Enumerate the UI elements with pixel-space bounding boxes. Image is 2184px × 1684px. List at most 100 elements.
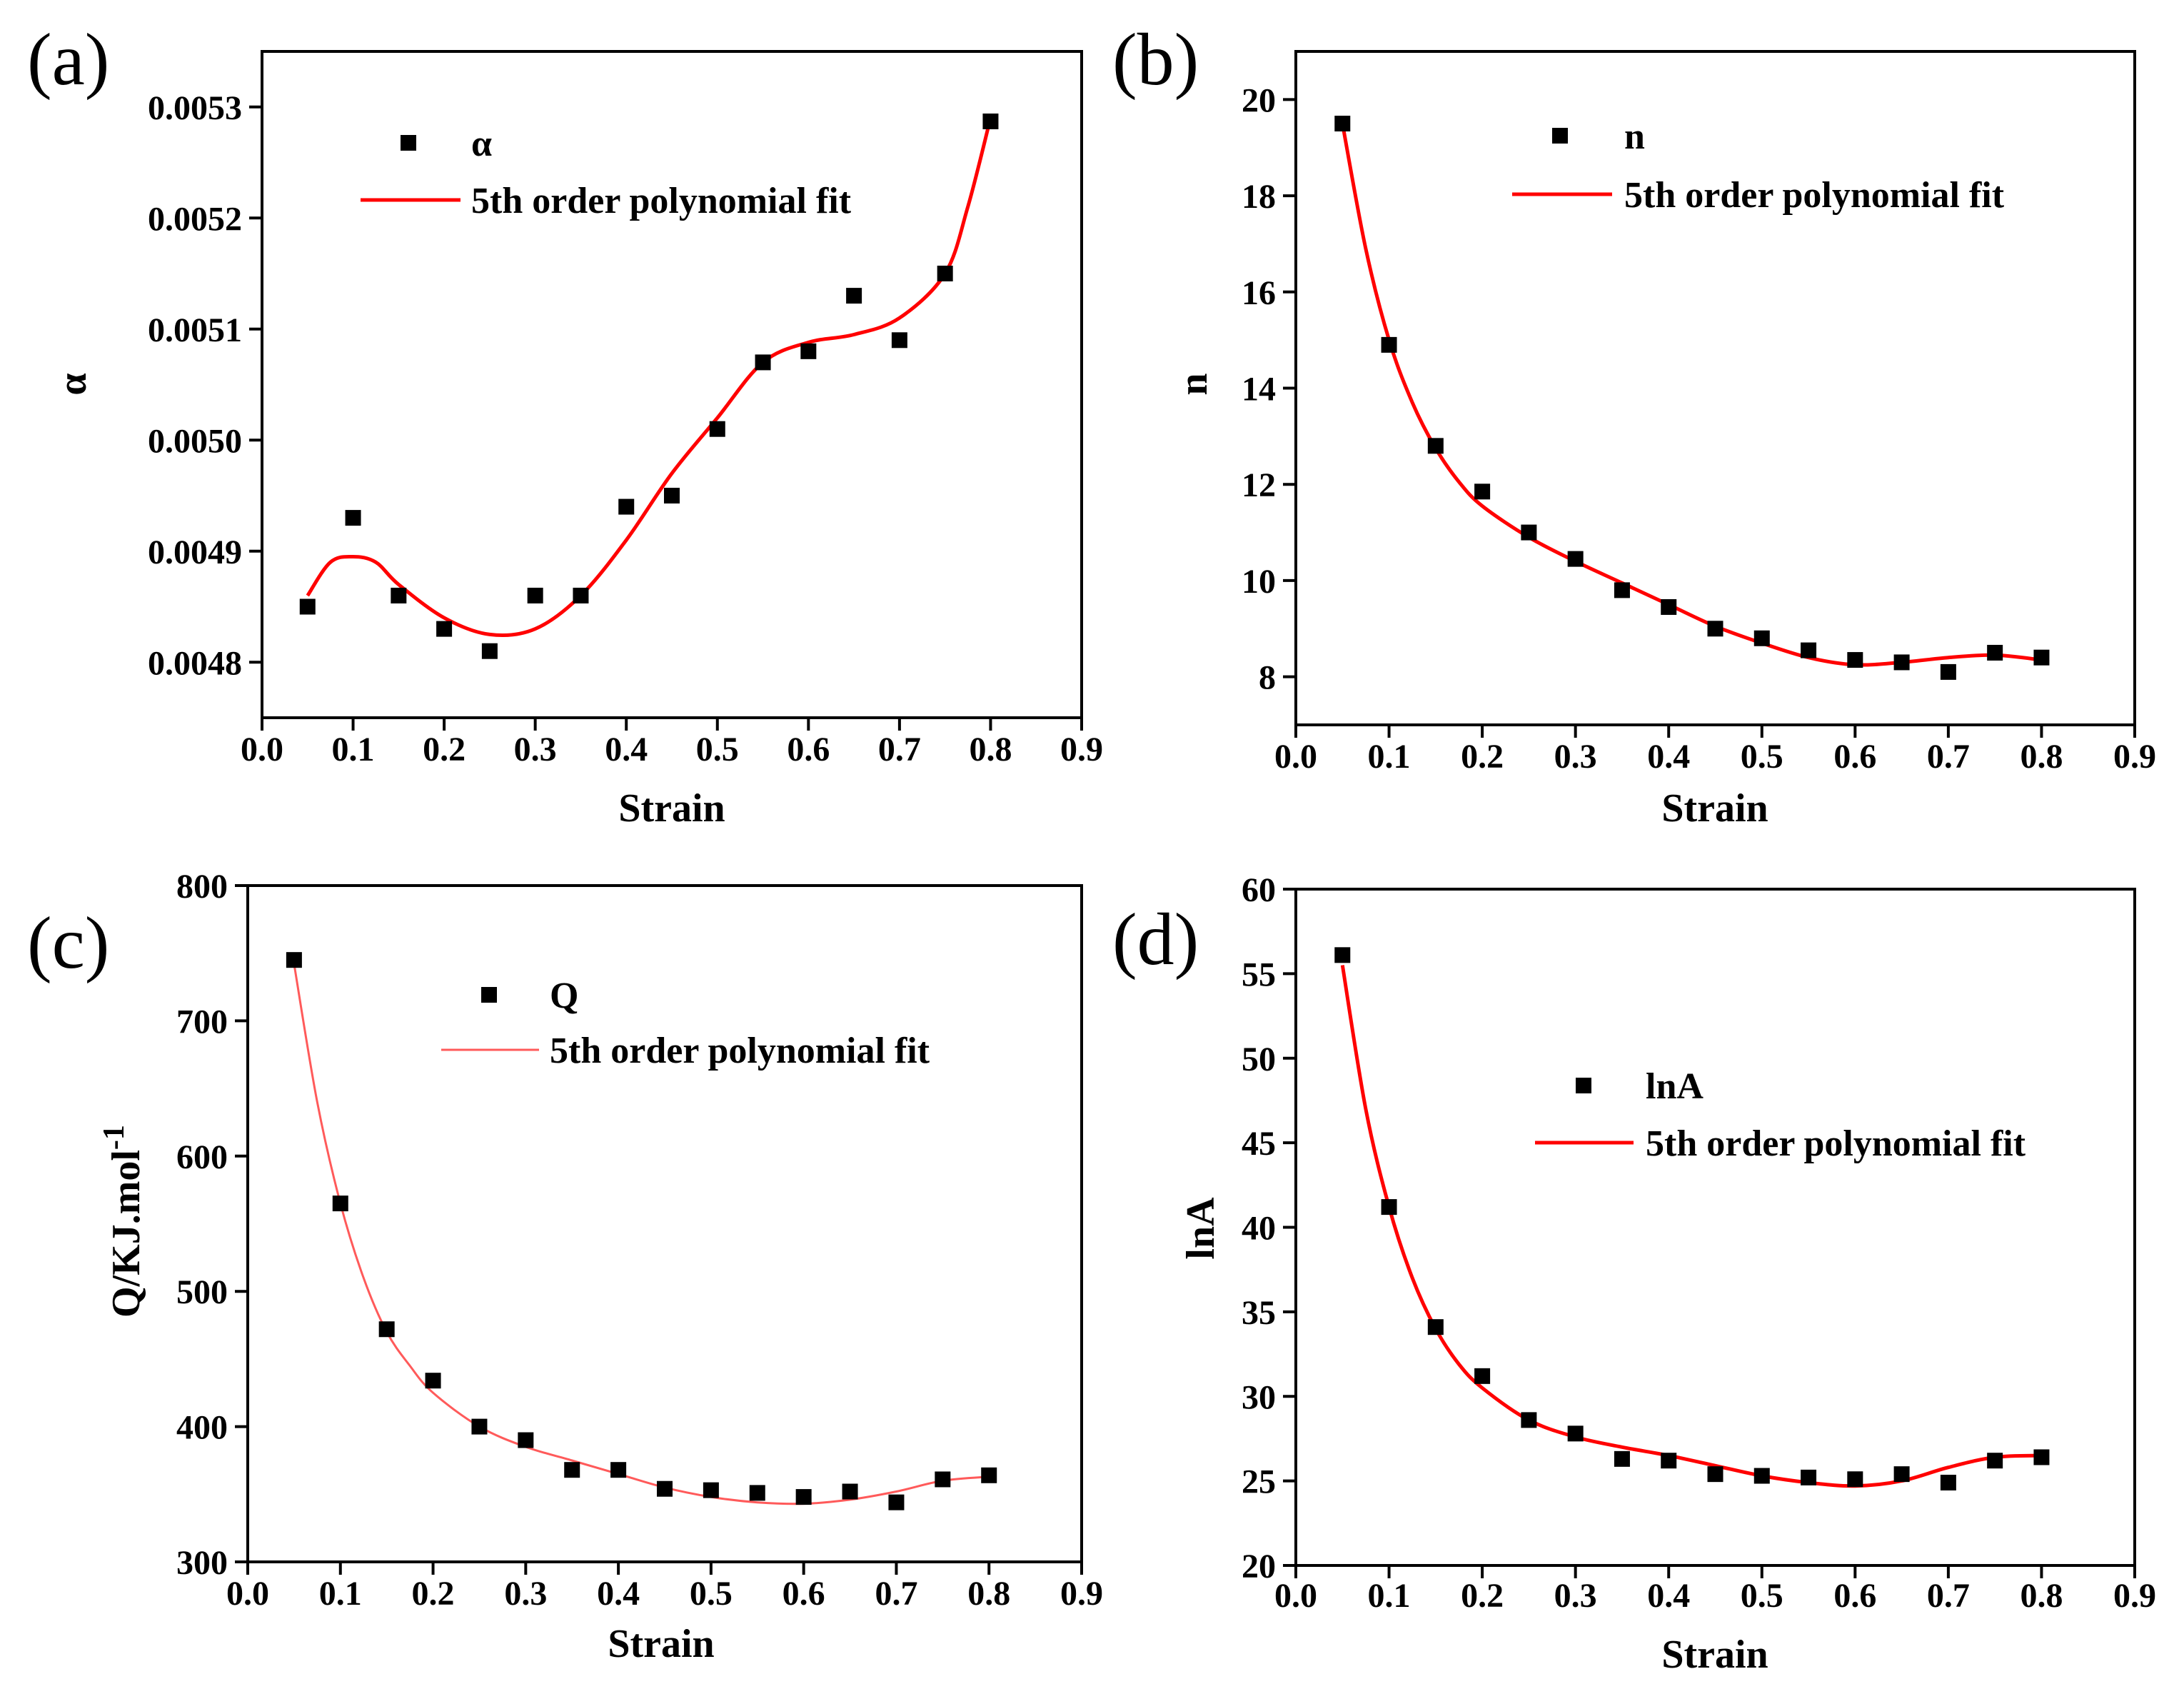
data-point — [1753, 1468, 1770, 1484]
legend-series-label: Q — [550, 976, 578, 1016]
data-point — [982, 113, 999, 129]
fit-curve — [306, 117, 992, 638]
legend-series-label: lnA — [1646, 1066, 1704, 1107]
data-point — [527, 587, 543, 603]
panel-label: (d) — [1112, 898, 1199, 981]
y-tick-label: 0.0051 — [148, 311, 242, 349]
y-axis-title: Q/KJ.mol-1 — [98, 1125, 149, 1318]
x-tick-label: 0.7 — [878, 731, 921, 768]
y-tick-label: 0.0049 — [148, 533, 242, 571]
panel-label: (b) — [1112, 19, 1199, 101]
legend-marker-square — [1552, 128, 1568, 144]
data-point — [1567, 1425, 1584, 1442]
y-tick-label: 8 — [1259, 659, 1276, 697]
legend-series-label: α — [471, 124, 492, 164]
x-tick-label: 0.0 — [1274, 1577, 1317, 1615]
x-axis-title: Strain — [1661, 786, 1768, 831]
x-tick-label: 0.9 — [1060, 1575, 1103, 1613]
y-tick-label: 20 — [1242, 1548, 1276, 1585]
chart-panel-d: (d) 0.0 0.1 0.2 0.3 0.4 0.5 0.6 0.7 0.8 0.9 20 25 30 3… — [1112, 871, 2156, 1677]
x-tick-label: 0.7 — [1927, 1577, 1970, 1615]
data-point — [481, 643, 498, 659]
x-tick-label: 0.8 — [967, 1575, 1010, 1613]
x-tick-label: 0.1 — [1368, 1577, 1411, 1615]
x-tick-label: 0.0 — [226, 1575, 269, 1613]
data-point — [1893, 654, 1910, 671]
data-point — [795, 1489, 812, 1505]
x-tick-label: 0.3 — [1554, 1577, 1597, 1615]
data-point — [846, 288, 862, 304]
y-tick-label: 20 — [1242, 81, 1276, 119]
plot-frame — [261, 50, 1083, 719]
data-point — [345, 510, 361, 526]
data-point — [618, 498, 635, 515]
y-tick-label: 500 — [176, 1273, 228, 1311]
data-point — [1521, 524, 1537, 541]
panel-label: (a) — [27, 19, 109, 101]
data-point — [573, 587, 589, 603]
data-point — [436, 621, 453, 637]
legend-series-label: n — [1624, 116, 1645, 157]
x-tick-label: 0.5 — [690, 1575, 733, 1613]
x-tick-label: 0.6 — [1833, 738, 1876, 776]
data-point — [518, 1432, 534, 1448]
legend-fit-label: 5th order polynomial fit — [550, 1031, 930, 1071]
data-point — [1847, 652, 1863, 668]
y-axis-title-superscript: -1 — [98, 1125, 131, 1150]
data-point — [1893, 1466, 1910, 1483]
x-tick-label: 0.1 — [332, 731, 375, 768]
data-point — [1474, 1368, 1491, 1384]
y-tick-label: 16 — [1242, 274, 1276, 312]
x-tick-label: 0.9 — [1060, 731, 1103, 768]
data-point — [2033, 1449, 2050, 1465]
legend-marker-square — [481, 987, 497, 1003]
x-tick-label: 0.7 — [875, 1575, 917, 1613]
data-point — [1521, 1412, 1537, 1428]
x-tick-label: 0.2 — [1461, 1577, 1504, 1615]
panel-label: (c) — [27, 902, 109, 984]
x-tick-label: 0.6 — [1833, 1577, 1876, 1615]
y-tick-label: 0.0052 — [148, 200, 242, 238]
y-tick-label: 10 — [1242, 563, 1276, 601]
data-point — [1661, 598, 1677, 615]
y-tick-label: 14 — [1242, 371, 1276, 409]
data-point — [1427, 1319, 1444, 1335]
x-tick-label: 0.0 — [1274, 738, 1317, 776]
y-tick-label: 45 — [1242, 1125, 1276, 1163]
x-tick-label: 0.5 — [1741, 738, 1783, 776]
x-tick-label: 0.1 — [319, 1575, 362, 1613]
x-tick-label: 0.5 — [1741, 1577, 1783, 1615]
x-tick-label: 0.3 — [514, 731, 557, 768]
data-point — [1987, 1453, 2003, 1469]
data-point — [1567, 551, 1584, 567]
data-point — [332, 1196, 348, 1212]
data-point — [891, 332, 907, 349]
legend: α 5th order polynomial fit — [361, 124, 852, 221]
data-point — [1753, 630, 1770, 646]
data-point — [981, 1467, 997, 1483]
x-axis-title: Strain — [1661, 1633, 1768, 1677]
legend-marker-square — [401, 135, 416, 151]
y-axis-title: lnA — [1179, 1197, 1223, 1260]
data-point — [1661, 1453, 1677, 1469]
x-tick-label: 0.3 — [504, 1575, 547, 1613]
data-point — [471, 1418, 488, 1435]
x-axis-title: Strain — [618, 786, 725, 831]
x-tick-label: 0.9 — [2113, 1577, 2156, 1615]
chart-panel-b: (b) 0.0 0.1 0.2 0.3 0.4 0.5 0.6 0.7 0.8 0.9 8 10 12 14… — [1112, 19, 2156, 831]
y-tick-label: 800 — [176, 868, 228, 906]
data-point — [1940, 1474, 1956, 1490]
y-tick-label: 35 — [1242, 1294, 1276, 1332]
data-point — [391, 587, 407, 603]
data-point — [664, 488, 680, 503]
data-point — [842, 1483, 858, 1500]
chart-panel-c: (c) 0.0 0.1 0.2 0.3 0.4 0.5 0.6 0.7 0.8 0.9 300 400 5… — [27, 868, 1103, 1666]
y-tick-label: 40 — [1242, 1210, 1276, 1248]
y-tick-label: 25 — [1242, 1463, 1276, 1501]
data-point — [1381, 336, 1397, 353]
x-tick-label: 0.2 — [412, 1575, 455, 1613]
data-point — [1334, 116, 1351, 132]
x-tick-label: 0.3 — [1554, 738, 1597, 776]
y-axis-title: n — [1172, 373, 1216, 395]
y-tick-label: 0.0050 — [148, 422, 242, 460]
